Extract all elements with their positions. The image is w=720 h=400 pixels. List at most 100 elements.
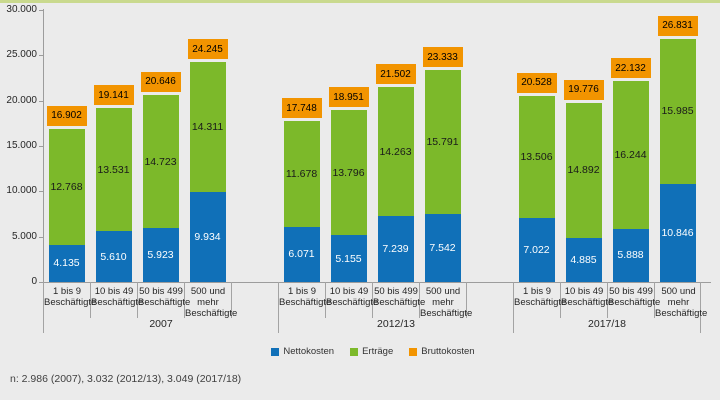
bar-value-label: 7.542	[429, 241, 456, 254]
legend-item: Bruttokosten	[409, 346, 475, 357]
category-cell: 50 bis 499 Beschäftigte	[608, 282, 661, 318]
category-label-line: Beschäftigte	[279, 297, 332, 308]
y-tick-label: 5.000	[11, 230, 37, 242]
category-cell: 50 bis 499 Beschäftigte	[138, 282, 191, 318]
bruttokosten-label-box: 22.132	[610, 58, 651, 79]
bar-value-label: 14.263	[379, 145, 412, 158]
bruttokosten-label-box: 20.528	[516, 72, 557, 93]
x-axis-labels: 1 bis 9 Beschäftigte 10 bis 49 Beschäftigte…	[43, 282, 708, 334]
y-tick-mark	[39, 191, 43, 193]
chart-legend: Nettokosten Erträge Bruttokosten	[43, 346, 703, 357]
category-label-line: 10 bis 49	[564, 286, 604, 297]
category-label-line: 500 und	[190, 286, 226, 297]
category-label-line: Beschäftigte	[373, 297, 426, 308]
y-tick-mark	[39, 146, 43, 147]
category-label-line: Beschäftigte	[420, 308, 473, 319]
bar-value-label: 5.155	[335, 252, 362, 265]
bar-total-label: 18.951	[333, 91, 364, 103]
y-axis-line	[43, 9, 44, 283]
category-label-line: 10 bis 49	[329, 286, 369, 297]
bar-segment-nettokosten: 4.885	[565, 237, 602, 282]
y-tick-mark	[39, 55, 43, 57]
bar-total-label: 20.528	[521, 77, 552, 89]
bar-value-label: 5.923	[147, 249, 174, 262]
bar-segment-ertraege: 15.985	[659, 38, 696, 184]
bar-segment-nettokosten: 7.239	[377, 216, 414, 282]
category-spacer-cell	[467, 282, 513, 318]
year-group-cell: 1 bis 9 Beschäftigte 10 bis 49 Beschäftigte…	[513, 282, 708, 333]
category-label-line: 50 bis 499	[609, 286, 653, 297]
category-row: 1 bis 9 Beschäftigte 10 bis 49 Beschäftigte…	[514, 282, 708, 319]
bar-value-label: 16.244	[614, 148, 647, 161]
bar-segment-ertraege: 16.244	[612, 81, 649, 229]
plot-area: 4.135 12.768 16.902 5.610 13.531 19.141 5.923 1…	[43, 10, 701, 282]
legend-item: Nettokosten	[271, 346, 334, 357]
legend-color-swatch	[271, 347, 280, 356]
bar-value-label: 5.610	[100, 250, 127, 263]
bruttokosten-label-box: 17.748	[281, 98, 322, 119]
bar-segment-nettokosten: 5.923	[142, 228, 179, 282]
y-tick-label: 30.000	[6, 4, 37, 15]
category-cell: 10 bis 49 Beschäftigte	[326, 282, 379, 318]
y-tick-mark	[39, 282, 43, 283]
legend-color-swatch	[350, 347, 359, 356]
bar-segment-ertraege: 14.311	[189, 62, 226, 192]
category-label-line: Beschäftigte	[608, 297, 661, 308]
category-label-line: Beschäftigte	[44, 297, 97, 308]
y-tick-mark	[39, 100, 43, 102]
bar-segment-ertraege: 11.678	[283, 121, 320, 227]
bar-value-label: 13.506	[520, 151, 553, 164]
bar-value-label: 4.885	[570, 253, 597, 266]
bruttokosten-label-box: 21.502	[375, 64, 416, 85]
category-cell: 500 und mehr Beschäftigte	[655, 282, 708, 319]
bar-segment-nettokosten: 5.888	[612, 228, 649, 282]
y-tick-label: 10.000	[6, 185, 37, 197]
bar-value-label: 4.135	[53, 257, 80, 270]
category-label-line: Beschäftigte	[326, 297, 379, 308]
bar-total-label: 17.748	[286, 102, 317, 114]
category-label-line: Beschäftigte	[514, 297, 567, 308]
year-group-cell: 1 bis 9 Beschäftigte 10 bis 49 Beschäftigte…	[278, 282, 513, 333]
bar-value-label: 15.985	[661, 105, 694, 118]
bruttokosten-label-box: 19.141	[93, 85, 134, 106]
category-cell: 500 und mehr Beschäftigte	[185, 282, 238, 319]
y-tick-mark	[39, 10, 43, 11]
year-label: 2017/18	[588, 318, 626, 330]
category-label-line: 500 und	[425, 286, 461, 297]
bar-value-label: 9.934	[194, 230, 221, 243]
category-row: 1 bis 9 Beschäftigte 10 bis 49 Beschäftigte…	[279, 282, 513, 319]
bar-value-label: 12.768	[50, 180, 83, 193]
footnote: n: 2.986 (2007), 3.032 (2012/13), 3.049 …	[10, 373, 242, 385]
category-label-line: 1 bis 9	[53, 286, 81, 297]
bar-total-label: 22.132	[615, 62, 646, 74]
bar-segment-nettokosten: 9.934	[189, 191, 226, 282]
y-tick-label: 25.000	[6, 49, 37, 61]
bar-segment-ertraege: 12.768	[48, 128, 85, 245]
y-tick-mark	[39, 236, 43, 238]
bar-total-label: 19.141	[98, 89, 129, 101]
year-group-cell: 1 bis 9 Beschäftigte 10 bis 49 Beschäftigte…	[43, 282, 278, 333]
bar-value-label: 13.531	[97, 163, 130, 176]
bar-value-label: 15.791	[426, 136, 459, 149]
bar-value-label: 7.239	[382, 243, 409, 256]
category-label-line: Beschäftigte	[138, 297, 191, 308]
category-label-line: Beschäftigte	[185, 308, 238, 319]
bar-segment-ertraege: 13.531	[95, 108, 132, 232]
category-cell: 10 bis 49 Beschäftigte	[561, 282, 613, 318]
year-label: 2012/13	[377, 318, 415, 330]
bar-value-label: 14.892	[567, 164, 600, 177]
category-cell: 50 bis 499 Beschäftigte	[373, 282, 426, 318]
category-label-line: mehr	[667, 297, 690, 308]
bar-value-label: 6.071	[288, 248, 315, 261]
bar-total-label: 20.646	[145, 76, 176, 88]
bruttokosten-label-box: 19.776	[563, 79, 604, 100]
bar-value-label: 11.678	[285, 168, 318, 181]
bar-segment-nettokosten: 10.846	[659, 183, 696, 282]
bar-total-label: 24.245	[192, 43, 223, 55]
category-cell: 1 bis 9 Beschäftigte	[44, 282, 97, 318]
category-label-line: Beschäftigte	[655, 308, 708, 319]
category-label-line: Beschäftigte	[91, 297, 144, 308]
category-spacer-cell	[232, 282, 278, 318]
bar-segment-ertraege: 13.506	[518, 95, 555, 219]
